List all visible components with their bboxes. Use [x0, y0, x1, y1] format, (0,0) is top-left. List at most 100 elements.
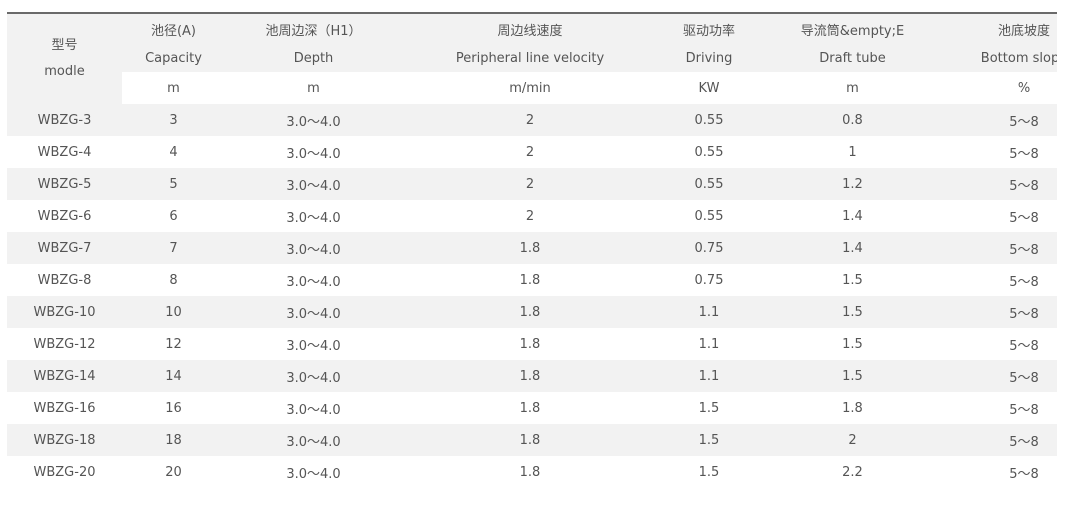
data-cell: 2 [402, 104, 658, 136]
data-cell: 10 [122, 296, 225, 328]
model-cell: WBZG-8 [7, 264, 122, 296]
data-cell: 3.0～4.0 [225, 232, 402, 264]
header-unit: m [122, 72, 225, 104]
data-cell: 2 [760, 424, 945, 456]
data-cell: 1.1 [658, 360, 760, 392]
data-cell: 1.1 [658, 296, 760, 328]
data-cell: 20 [122, 456, 225, 488]
data-cell: 5～8 [945, 168, 1057, 200]
data-cell: 0.75 [658, 264, 760, 296]
data-cell: 16 [122, 392, 225, 424]
data-cell: 3.0～4.0 [225, 392, 402, 424]
data-cell: 0.55 [658, 136, 760, 168]
data-cell: 1.5 [760, 328, 945, 360]
data-cell: 1.8 [402, 232, 658, 264]
data-cell: 5～8 [945, 392, 1057, 424]
data-cell: 1.8 [402, 264, 658, 296]
header-zh: 周边线速度 [402, 14, 658, 44]
data-cell: 1.5 [760, 264, 945, 296]
model-cell: WBZG-4 [7, 136, 122, 168]
data-cell: 5～8 [945, 456, 1057, 488]
data-cell: 5～8 [945, 104, 1057, 136]
data-cell: 7 [122, 232, 225, 264]
model-cell: WBZG-10 [7, 296, 122, 328]
data-cell: 5～8 [945, 136, 1057, 168]
data-cell: 5～8 [945, 360, 1057, 392]
model-cell: WBZG-7 [7, 232, 122, 264]
model-cell: WBZG-18 [7, 424, 122, 456]
model-cell: WBZG-20 [7, 456, 122, 488]
header-en: Peripheral line velocity [402, 44, 658, 72]
data-cell: 12 [122, 328, 225, 360]
data-cell: 1.5 [658, 392, 760, 424]
data-cell: 1.5 [658, 456, 760, 488]
header-zh: 驱动功率 [658, 14, 760, 44]
data-cell: 1.8 [402, 456, 658, 488]
header-en: Bottom slope [945, 44, 1057, 72]
data-cell: 1.1 [658, 328, 760, 360]
model-cell: WBZG-3 [7, 104, 122, 136]
data-cell: 1.8 [402, 296, 658, 328]
data-cell: 3.0～4.0 [225, 328, 402, 360]
header-unit: m/min [402, 72, 658, 104]
data-cell: 0.55 [658, 168, 760, 200]
data-cell: 3.0～4.0 [225, 200, 402, 232]
data-cell: 5～8 [945, 328, 1057, 360]
data-cell: 14 [122, 360, 225, 392]
data-cell: 3.0～4.0 [225, 104, 402, 136]
data-cell: 0.55 [658, 104, 760, 136]
data-cell: 1 [760, 136, 945, 168]
data-cell: 5～8 [945, 296, 1057, 328]
data-cell: 1.8 [760, 392, 945, 424]
data-cell: 1.5 [760, 296, 945, 328]
data-cell: 3.0～4.0 [225, 296, 402, 328]
data-cell: 1.8 [402, 360, 658, 392]
data-cell: 0.8 [760, 104, 945, 136]
data-cell: 5～8 [945, 264, 1057, 296]
data-cell: 2.2 [760, 456, 945, 488]
data-cell: 2 [402, 200, 658, 232]
header-en: Depth [225, 44, 402, 72]
data-cell: 1.2 [760, 168, 945, 200]
header-text: modle [44, 64, 85, 79]
data-cell: 1.8 [402, 328, 658, 360]
model-cell: WBZG-12 [7, 328, 122, 360]
data-cell: 3.0～4.0 [225, 168, 402, 200]
header-unit: m [760, 72, 945, 104]
header-zh: 池周边深（H1） [225, 14, 402, 44]
data-cell: 0.55 [658, 200, 760, 232]
data-cell: 8 [122, 264, 225, 296]
header-zh: 池底坡度 [945, 14, 1057, 44]
data-cell: 4 [122, 136, 225, 168]
data-cell: 5 [122, 168, 225, 200]
data-cell: 3.0～4.0 [225, 456, 402, 488]
data-cell: 1.4 [760, 232, 945, 264]
model-cell: WBZG-6 [7, 200, 122, 232]
data-cell: 5～8 [945, 424, 1057, 456]
data-cell: 1.5 [760, 360, 945, 392]
data-cell: 1.8 [402, 392, 658, 424]
header-zh: 池径(A) [122, 14, 225, 44]
data-cell: 1.8 [402, 424, 658, 456]
data-cell: 3.0～4.0 [225, 264, 402, 296]
header-zh: 导流筒&empty;E [760, 14, 945, 44]
header-unit: m [225, 72, 402, 104]
header-en: Capacity [122, 44, 225, 72]
spec-table: 型号 modle 池径(A) Capacity m 池周边深（H1） Depth m 周边线速度… [7, 12, 1057, 494]
header-cell: 型号 modle [7, 14, 122, 104]
data-cell: 1.5 [658, 424, 760, 456]
data-cell: 3 [122, 104, 225, 136]
data-cell: 5～8 [945, 200, 1057, 232]
data-cell: 0.75 [658, 232, 760, 264]
data-cell: 3.0～4.0 [225, 360, 402, 392]
model-cell: WBZG-5 [7, 168, 122, 200]
header-unit: KW [658, 72, 760, 104]
model-cell: WBZG-14 [7, 360, 122, 392]
data-cell: 18 [122, 424, 225, 456]
data-cell: 3.0～4.0 [225, 136, 402, 168]
header-unit: % [945, 72, 1057, 104]
data-cell: 1.4 [760, 200, 945, 232]
header-en: Driving [658, 44, 760, 72]
header-text: 型号 [51, 38, 78, 53]
